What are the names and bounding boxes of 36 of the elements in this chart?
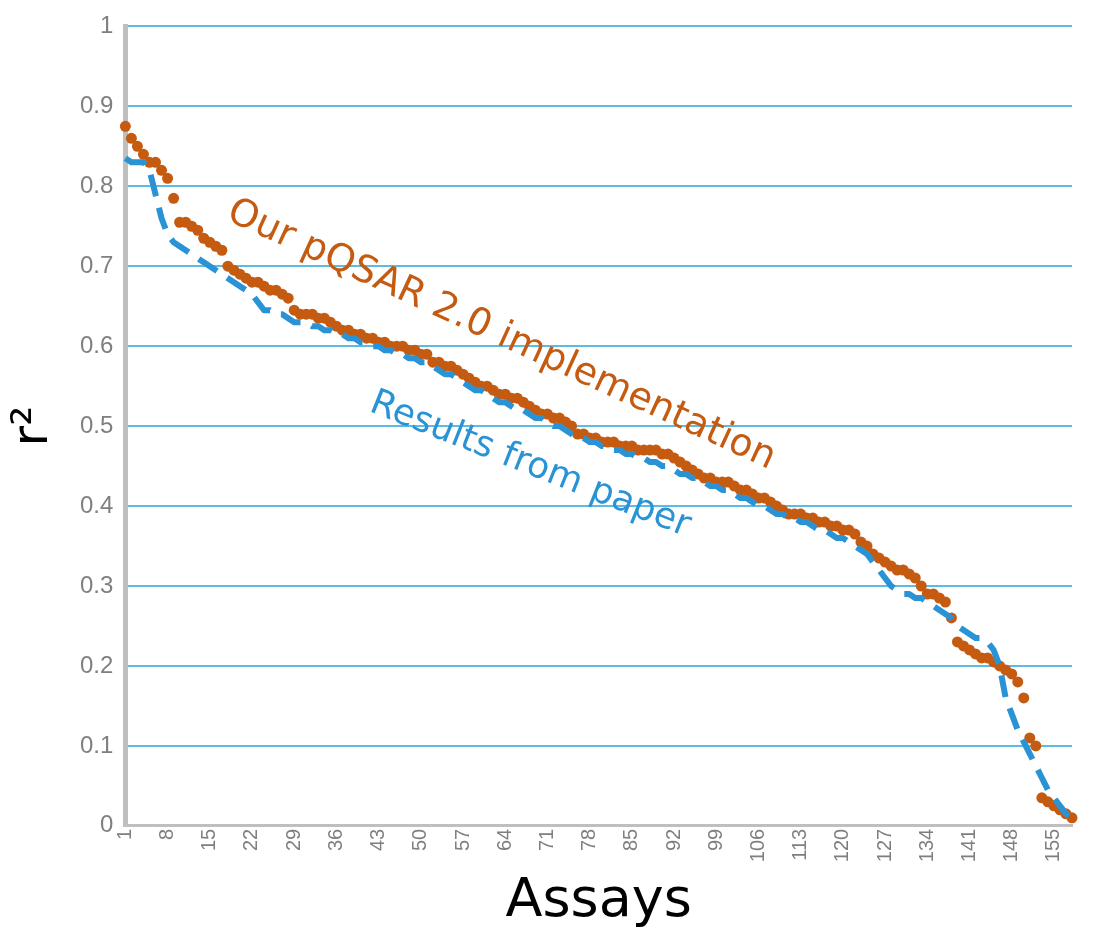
y-tick-label: 0.7 (79, 250, 114, 278)
x-tick-label: 29 (281, 828, 304, 852)
x-tick-label: 141 (957, 828, 980, 863)
x-tick-label: 127 (872, 828, 895, 863)
x-tick-label: 1 (112, 828, 135, 840)
x-tick-label: 155 (1041, 828, 1064, 863)
x-tick-label: 106 (745, 828, 768, 863)
x-tick-label: 113 (788, 828, 811, 861)
y-tick-label: 0.5 (79, 410, 114, 438)
x-tick-label: 36 (323, 828, 346, 852)
x-tick-label: 134 (914, 828, 937, 863)
x-tick-label: 8 (155, 828, 178, 840)
x-tick-label: 92 (661, 828, 684, 852)
x-tick-label: 85 (619, 828, 642, 852)
x-tick-label: 71 (534, 828, 557, 852)
y-tick-label: 0.3 (79, 570, 114, 598)
x-tick-label: 78 (577, 828, 600, 852)
x-axis-title: Assays (505, 865, 692, 929)
y-tick-label: 0.9 (79, 90, 114, 118)
x-tick-label: 43 (366, 828, 389, 852)
x-tick-label: 148 (999, 828, 1022, 863)
x-tick-label: 120 (830, 828, 853, 863)
x-tick-label: 99 (703, 828, 726, 852)
y-tick-label: 0.4 (79, 490, 114, 518)
x-tick-label: 50 (408, 828, 431, 852)
x-tick-label: 64 (492, 828, 515, 852)
y-tick-label: 0 (100, 810, 114, 838)
x-tick-label: 22 (239, 828, 262, 852)
y-tick-label: 1 (100, 11, 114, 39)
y-tick-label: 0.8 (79, 170, 114, 198)
y-tick-label: 0.2 (79, 650, 114, 678)
y-axis-title: r² (0, 405, 59, 447)
x-tick-label: 15 (197, 828, 220, 852)
x-tick-label: 57 (450, 828, 473, 852)
y-tick-label: 0.6 (79, 330, 114, 358)
y-tick-label: 0.1 (79, 730, 114, 758)
